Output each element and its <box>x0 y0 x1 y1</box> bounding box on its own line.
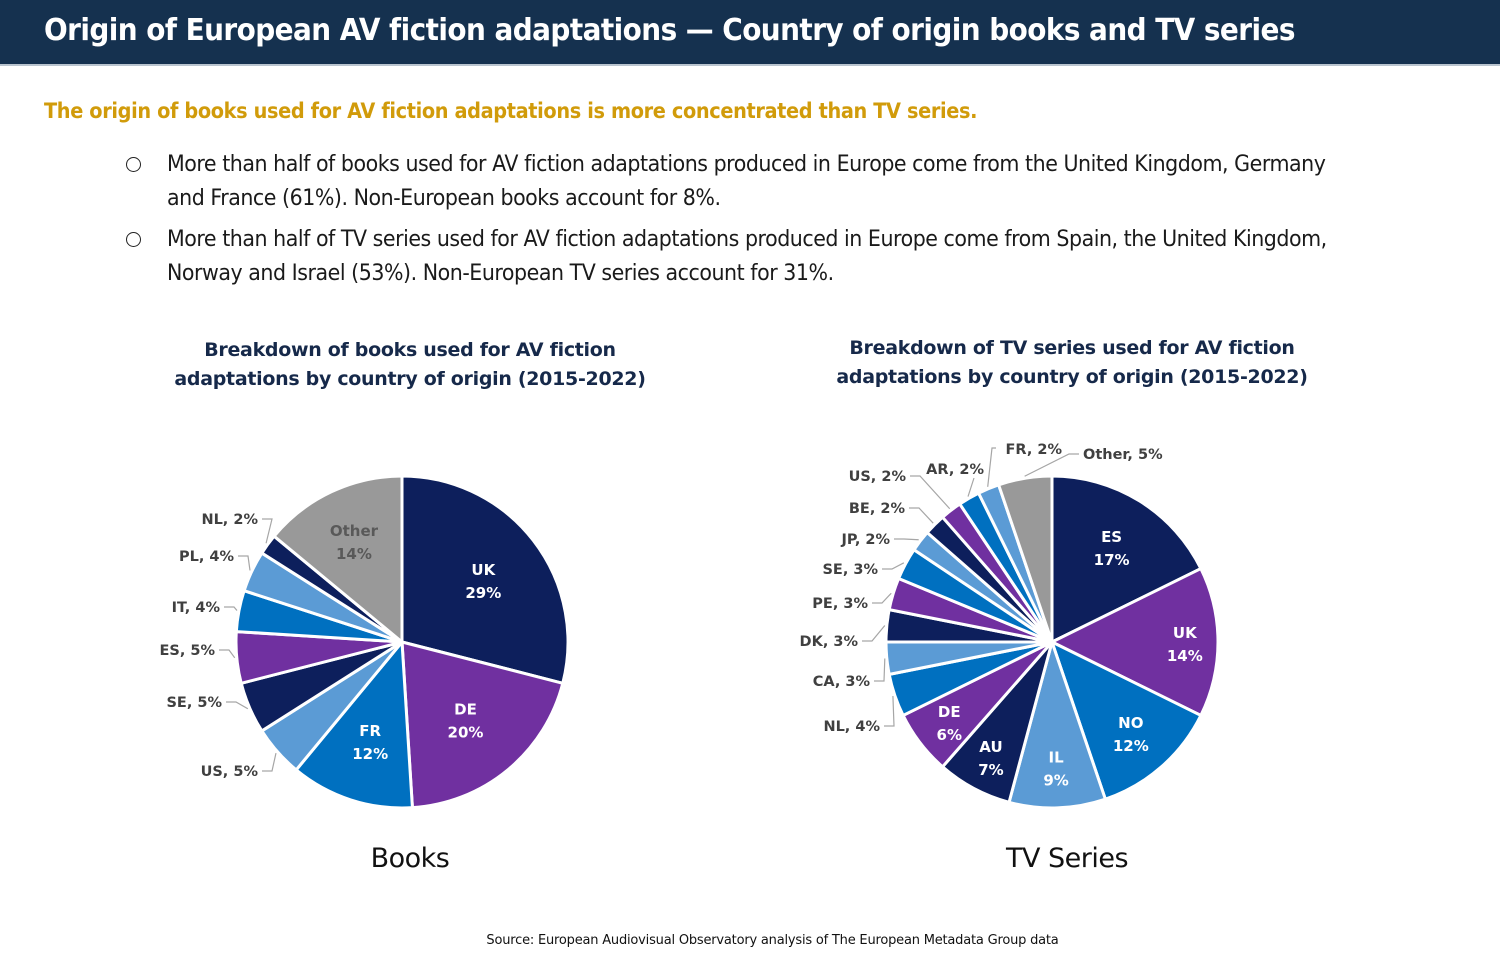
tv-pie-caption: TV Series <box>1005 843 1129 874</box>
tv-leader-line-ca <box>874 658 886 682</box>
tv-label-no-value: 12% <box>1113 737 1149 755</box>
books-label-other-name: Other <box>330 522 379 540</box>
tv-pie-chart: ES 17% UK 14% NO 12% IL 9% AU 7% DE 6% NL, 4% CA, 3% D… <box>800 442 1220 810</box>
key-finding-subtitle: The origin of books used for AV fiction … <box>44 99 978 123</box>
bullet-text: More than half of books used for AV fict… <box>167 152 1326 211</box>
books-label-es: ES, 5% <box>159 643 215 659</box>
books-leader-line-es <box>219 649 236 659</box>
tv-label-uk-name: UK <box>1173 624 1198 642</box>
tv-label-be: BE, 2% <box>849 501 906 517</box>
books-label-se: SE, 5% <box>166 695 222 711</box>
tv-label-fr: FR, 2% <box>1005 442 1062 458</box>
tv-label-es-value: 17% <box>1094 551 1130 569</box>
tv-label-au-name: AU <box>979 738 1002 756</box>
tv-leader-line-fr <box>987 447 996 487</box>
books-leader-line-it <box>224 606 238 611</box>
tv-slice-uk <box>1050 567 1220 717</box>
hollow-circle-bullet-icon <box>126 157 141 172</box>
books-label-other-value: 14% <box>336 545 372 563</box>
tv-leader-line-se <box>882 562 905 570</box>
tv-slice-no <box>1050 640 1203 801</box>
tv-label-au-value: 7% <box>978 761 1003 779</box>
books-slice-de <box>400 640 565 810</box>
books-label-pl: PL, 4% <box>179 549 235 565</box>
tv-leader-line-ar <box>967 477 975 497</box>
bullet-item: More than half of books used for AV fict… <box>124 148 1424 216</box>
tv-slice-es <box>1050 474 1203 644</box>
header-bar: Origin of European AV fiction adaptation… <box>0 0 1500 66</box>
tv-label-de-name: DE <box>938 703 961 721</box>
books-leader-line-us <box>262 752 277 772</box>
tv-leader-line-pe <box>872 592 892 604</box>
tv-slice-other <box>997 474 1054 644</box>
tv-label-pe: PE, 3% <box>812 596 868 612</box>
tv-slice-il <box>1007 640 1107 810</box>
books-leader-line-se <box>226 701 249 710</box>
tv-label-se: SE, 3% <box>822 562 878 578</box>
bullet-list: More than half of books used for AV fict… <box>124 148 1424 298</box>
tv-label-no-name: NO <box>1118 714 1143 732</box>
source-note: Source: European Audiovisual Observatory… <box>486 933 1059 948</box>
books-label-us: US, 5% <box>201 764 259 780</box>
tv-leader-line-us <box>910 475 951 510</box>
books-label-uk-name: UK <box>471 561 496 579</box>
tv-label-nl: NL, 4% <box>823 719 880 735</box>
books-label-it: IT, 4% <box>172 600 221 616</box>
books-leader-line-pl <box>238 555 251 571</box>
books-label-de-name: DE <box>454 701 477 719</box>
books-pie-chart: UK 29% DE 20% FR 12% US, 5% SE, 5% ES, 5% IT, 4% P… <box>159 474 570 810</box>
tv-chart-title: Breakdown of TV series used for AV ficti… <box>836 337 1308 388</box>
page-title: Origin of European AV fiction adaptation… <box>44 13 1295 48</box>
tv-label-jp: JP, 2% <box>840 532 890 548</box>
books-label-fr-name: FR <box>359 722 381 740</box>
tv-leader-line-be <box>909 507 934 524</box>
books-leader-line-nl <box>262 518 273 544</box>
tv-label-uk-value: 14% <box>1167 647 1203 665</box>
books-label-fr-value: 12% <box>352 745 388 763</box>
tv-label-ca: CA, 3% <box>813 674 871 690</box>
bullet-item: More than half of TV series used for AV … <box>124 223 1424 291</box>
tv-label-il-name: IL <box>1049 748 1065 766</box>
books-label-uk-value: 29% <box>465 584 501 602</box>
tv-label-ar: AR, 2% <box>926 462 984 478</box>
tv-label-us: US, 2% <box>849 469 907 485</box>
bullet-text: More than half of TV series used for AV … <box>167 227 1327 286</box>
books-label-de-value: 20% <box>448 724 484 742</box>
books-slice-fr <box>294 640 414 810</box>
tv-label-dk: DK, 3% <box>800 634 859 650</box>
tv-label-il-value: 9% <box>1043 771 1068 789</box>
tv-leader-line-jp <box>894 538 919 541</box>
tv-leader-line-nl <box>884 695 895 727</box>
tv-leader-line-dk <box>862 625 886 642</box>
books-slice-other <box>272 474 404 644</box>
tv-leader-line-other <box>1024 453 1079 477</box>
books-pie-caption: Books <box>370 843 450 874</box>
tv-label-other: Other, 5% <box>1083 447 1163 463</box>
books-chart-title: Breakdown of books used for AV fiction a… <box>174 339 646 390</box>
hollow-circle-bullet-icon <box>126 232 141 247</box>
tv-label-de-value: 6% <box>937 726 962 744</box>
books-slice-uk <box>400 474 570 685</box>
tv-label-es-name: ES <box>1101 528 1122 546</box>
books-label-nl: NL, 2% <box>201 512 258 528</box>
